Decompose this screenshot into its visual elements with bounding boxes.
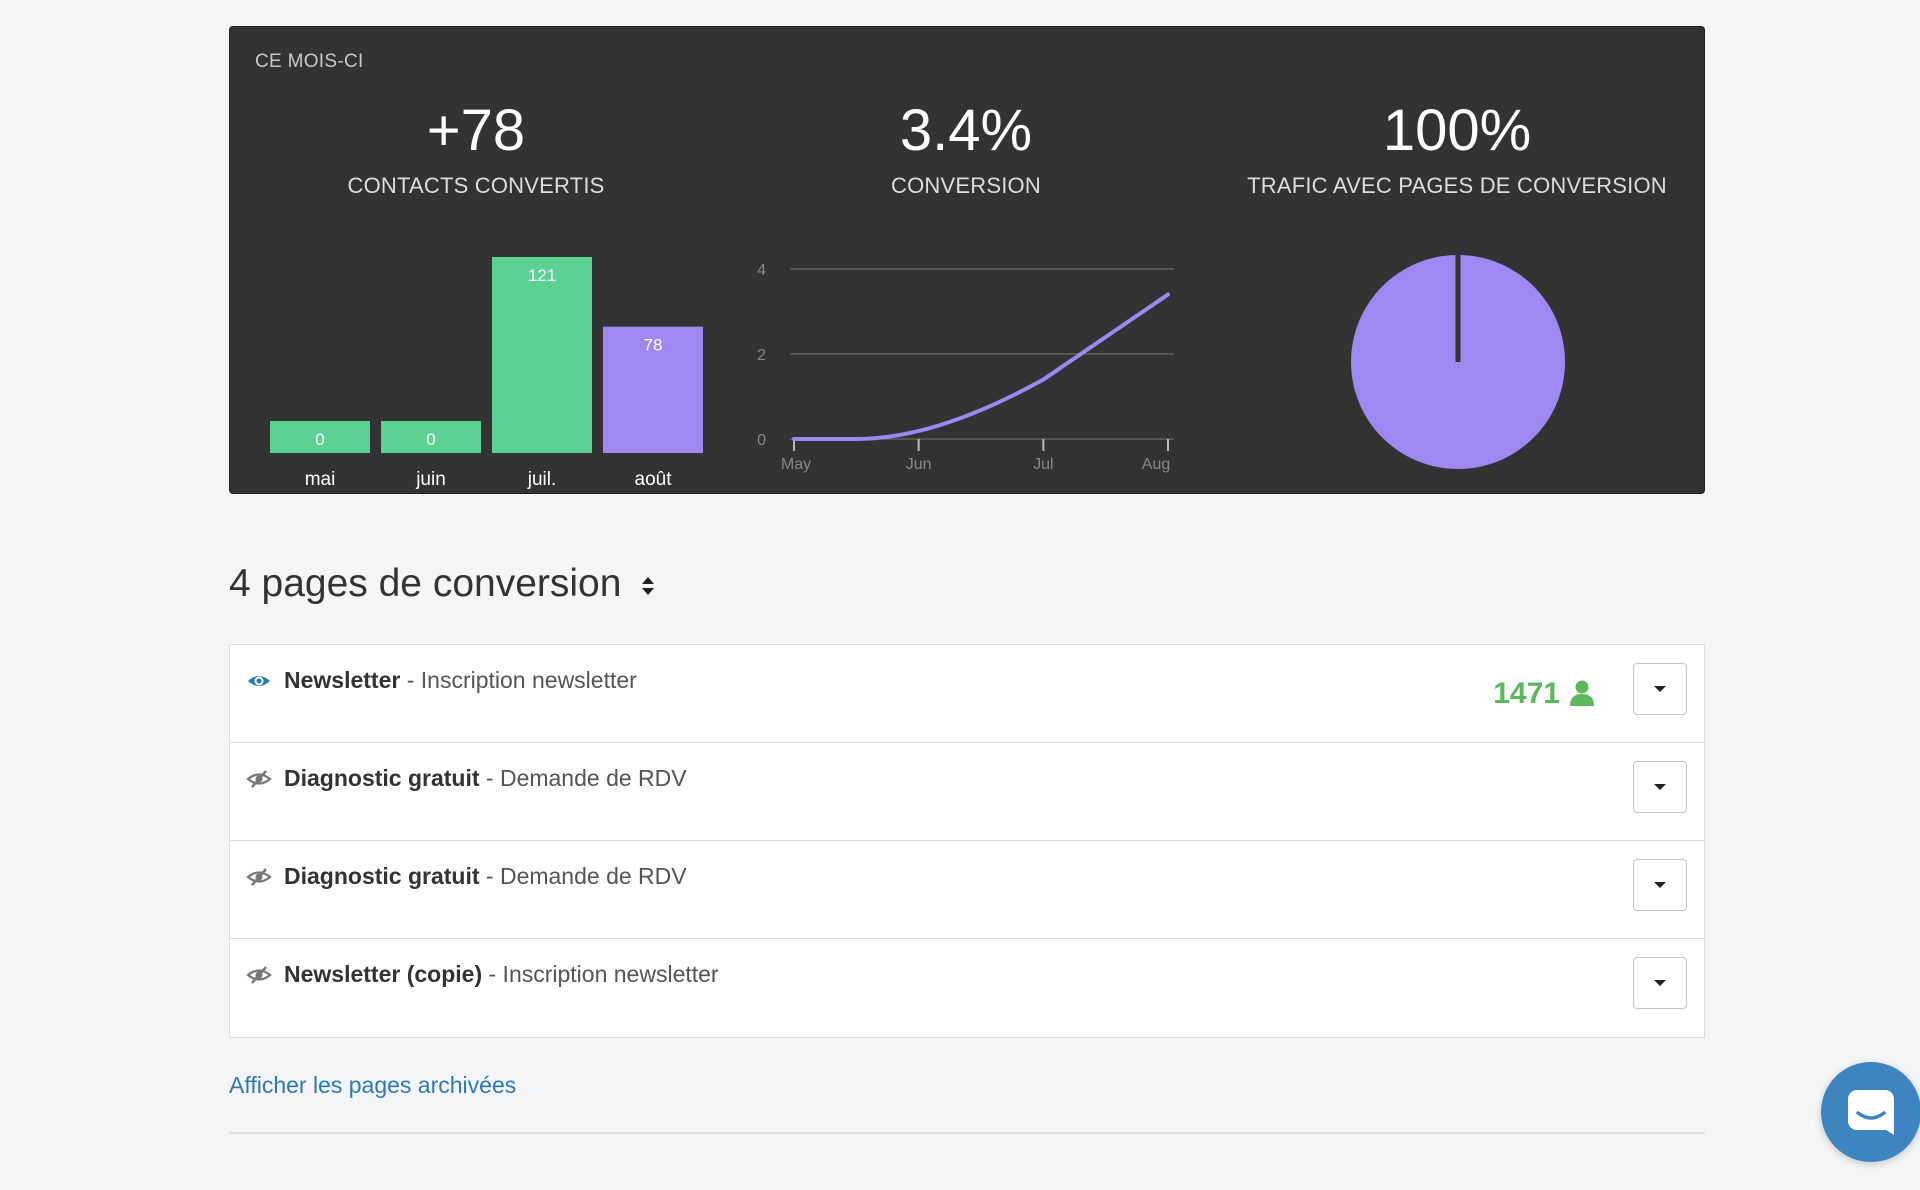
- list-item[interactable]: Diagnostic gratuit - Demande de RDV: [230, 743, 1704, 841]
- page-name: Newsletter (copie): [284, 961, 483, 987]
- page-label[interactable]: Newsletter (copie) - Inscription newslet…: [284, 961, 719, 988]
- page-description: - Inscription newsletter: [406, 667, 637, 693]
- y-tick-label: 4: [757, 262, 766, 279]
- bar-category-label: juin: [415, 469, 446, 490]
- list-item[interactable]: Newsletter (copie) - Inscription newslet…: [230, 939, 1704, 1037]
- chat-button[interactable]: [1821, 1062, 1920, 1162]
- traffic-pie-chart: [1351, 255, 1565, 469]
- row-actions-dropdown[interactable]: [1633, 761, 1687, 813]
- contacts-bar-chart: 0 mai 0 juin 121 juil. 78 août: [270, 257, 703, 490]
- eye-icon[interactable]: [247, 669, 271, 693]
- bar-value-label: 0: [426, 430, 435, 449]
- page-description: - Demande de RDV: [485, 765, 687, 791]
- x-tick-label: Jun: [906, 456, 932, 473]
- page-label[interactable]: Newsletter - Inscription newsletter: [284, 667, 637, 694]
- divider: [229, 1132, 1705, 1134]
- sort-icon[interactable]: [642, 576, 655, 595]
- row-actions-dropdown[interactable]: [1633, 957, 1687, 1009]
- page-label[interactable]: Diagnostic gratuit - Demande de RDV: [284, 863, 687, 890]
- eye-slash-icon[interactable]: [246, 865, 272, 889]
- caret-down-icon: [1654, 784, 1666, 790]
- conversion-line: [792, 292, 1170, 441]
- contacts-count-value: 1471: [1493, 677, 1560, 710]
- caret-down-icon: [1654, 686, 1666, 692]
- x-tick-label: Aug: [1142, 456, 1170, 473]
- list-item[interactable]: Diagnostic gratuit - Demande de RDV: [230, 841, 1704, 939]
- bar-value-label: 78: [644, 336, 663, 355]
- page-name: Diagnostic gratuit: [284, 765, 480, 791]
- conversion-metric: 3.4% CONVERSION: [726, 99, 1206, 199]
- contacts-label: CONTACTS CONVERTIS: [347, 173, 605, 198]
- x-tick-label: Jul: [1033, 456, 1053, 473]
- stats-panel: CE MOIS-CI +78 CONTACTS CONVERTIS 3.4% C…: [229, 26, 1705, 494]
- contacts-count: 1471: [1493, 677, 1594, 711]
- row-actions-dropdown[interactable]: [1633, 663, 1687, 715]
- conversion-label: CONVERSION: [891, 173, 1041, 198]
- conversion-pages-list: Newsletter - Inscription newsletter 1471 D…: [229, 644, 1705, 1038]
- caret-down-icon: [1654, 980, 1666, 986]
- eye-slash-icon[interactable]: [246, 963, 272, 987]
- page-name: Newsletter: [284, 667, 401, 693]
- caret-down-icon: [1654, 882, 1666, 888]
- page-description: - Demande de RDV: [485, 863, 687, 889]
- y-tick-label: 2: [757, 347, 766, 364]
- bar-category-label: juil.: [527, 469, 557, 490]
- page-label[interactable]: Diagnostic gratuit - Demande de RDV: [284, 765, 687, 792]
- list-title: 4 pages de conversion: [229, 562, 655, 606]
- bar-category-label: août: [635, 469, 673, 490]
- conversion-value: 3.4%: [899, 98, 1033, 163]
- traffic-label: TRAFIC AVEC PAGES DE CONVERSION: [1247, 173, 1667, 198]
- y-tick-label: 0: [757, 432, 766, 449]
- traffic-value: 100%: [1382, 98, 1532, 163]
- page-name: Diagnostic gratuit: [284, 863, 480, 889]
- bar: [270, 421, 370, 453]
- bar-category-label: mai: [305, 469, 336, 490]
- bar-value-label: 121: [528, 266, 556, 285]
- traffic-metric: 100% TRAFIC AVEC PAGES DE CONVERSION: [1217, 99, 1697, 199]
- bar: [603, 326, 703, 453]
- period-label: CE MOIS-CI: [255, 51, 364, 72]
- contacts-metric: +78 CONTACTS CONVERTIS: [236, 99, 716, 199]
- bar: [381, 421, 481, 453]
- show-archived-link[interactable]: Afficher les pages archivées: [229, 1072, 517, 1098]
- conversion-line-chart: 0 2 4 May Jun Jul Aug: [757, 262, 1174, 473]
- contacts-value: +78: [426, 98, 526, 163]
- eye-slash-icon[interactable]: [246, 767, 272, 791]
- row-actions-dropdown[interactable]: [1633, 859, 1687, 911]
- x-tick-label: May: [781, 456, 811, 473]
- user-icon: [1570, 680, 1594, 706]
- bar-value-label: 0: [315, 430, 324, 449]
- list-title-text: 4 pages de conversion: [229, 562, 622, 605]
- bar: [492, 257, 592, 453]
- list-item[interactable]: Newsletter - Inscription newsletter 1471: [230, 645, 1704, 743]
- chat-icon: [1848, 1090, 1894, 1135]
- page-description: - Inscription newsletter: [488, 961, 719, 987]
